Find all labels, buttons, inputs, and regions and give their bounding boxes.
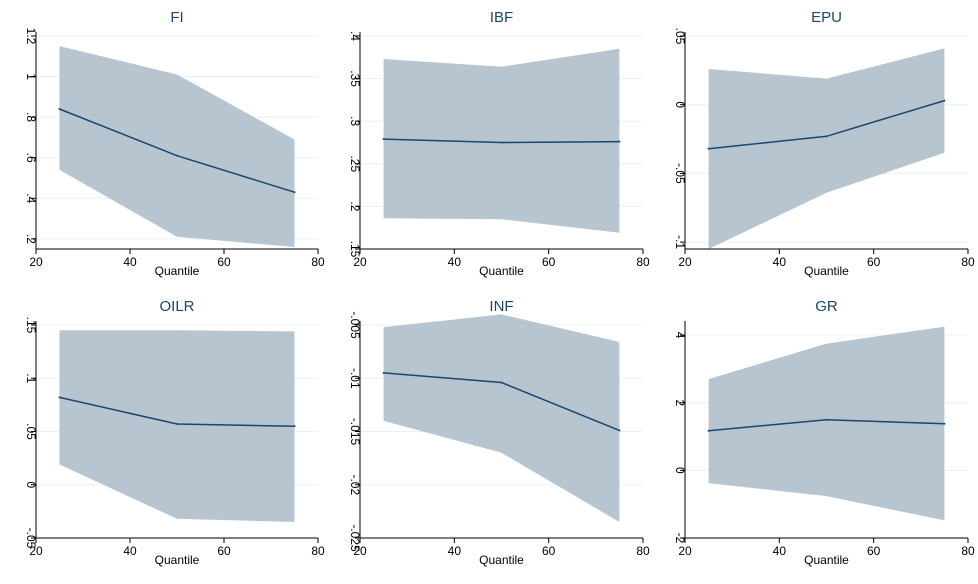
y-tick-label-gr-2: 2 <box>673 399 687 406</box>
y-tick-label-gr-0: -2 <box>673 533 687 544</box>
x-axis-title-oilr: Quantile <box>155 553 200 567</box>
estimate-point-fi-1 <box>176 154 178 157</box>
panel-oilr: -.05 0 .05 .1 .15 20 40 60 80 Quantile OILR <box>24 298 325 567</box>
panel-gr: -2 0 2 4 20 40 60 80 Quantile GR <box>673 298 975 567</box>
x-tick-label-epu-0: 20 <box>678 255 692 269</box>
x-tick-label-ibf-0: 20 <box>353 255 367 269</box>
y-tick-label-oilr-3: .1 <box>24 373 38 383</box>
panel-title-fi: FI <box>170 9 183 26</box>
x-tick-label-gr-1: 40 <box>773 544 787 558</box>
panel-title-epu: EPU <box>811 9 842 26</box>
y-tick-label-ibf-4: .35 <box>348 70 362 87</box>
ci-band-oilr <box>59 330 295 522</box>
estimate-point-inf-1 <box>500 381 503 384</box>
y-tick-label-fi-3: .8 <box>24 112 38 122</box>
y-tick-label-inf-3: -.01 <box>348 368 362 389</box>
y-tick-label-inf-2: -.015 <box>348 418 362 446</box>
x-tick-label-inf-2: 60 <box>542 544 556 558</box>
x-axis-title-epu: Quantile <box>804 264 849 278</box>
x-tick-label-oilr-3: 80 <box>311 544 325 558</box>
x-tick-label-ibf-3: 80 <box>636 255 650 269</box>
y-tick-label-epu-3: .05 <box>673 28 687 45</box>
x-tick-label-gr-0: 20 <box>678 544 692 558</box>
y-tick-label-oilr-0: -.05 <box>24 528 38 549</box>
y-tick-label-inf-1: -.02 <box>348 474 362 495</box>
x-tick-label-oilr-2: 60 <box>217 544 231 558</box>
x-tick-label-fi-3: 80 <box>311 255 325 269</box>
x-axis-title-ibf: Quantile <box>479 264 524 278</box>
estimate-point-epu-0 <box>707 147 710 150</box>
x-tick-label-fi-1: 40 <box>123 255 137 269</box>
estimate-point-gr-2 <box>943 422 946 425</box>
y-tick-label-gr-3: 4 <box>673 332 687 339</box>
x-tick-label-inf-3: 80 <box>636 544 650 558</box>
y-tick-label-ibf-5: .4 <box>348 31 362 41</box>
y-tick-label-ibf-1: .2 <box>348 201 362 211</box>
y-tick-label-fi-2: .6 <box>24 153 38 163</box>
estimate-point-ibf-2 <box>618 140 621 143</box>
y-tick-label-epu-0: -.1 <box>673 235 687 249</box>
x-tick-label-inf-1: 40 <box>448 544 462 558</box>
y-tick-label-ibf-3: .3 <box>348 116 362 126</box>
x-tick-label-inf-0: 20 <box>353 544 367 558</box>
x-tick-label-ibf-1: 40 <box>448 255 462 269</box>
x-tick-label-gr-3: 80 <box>961 544 975 558</box>
y-tick-label-oilr-1: 0 <box>24 481 38 488</box>
estimate-point-ibf-0 <box>382 138 385 141</box>
estimate-point-epu-2 <box>943 99 946 102</box>
x-tick-label-fi-2: 60 <box>217 255 231 269</box>
x-tick-label-epu-1: 40 <box>773 255 787 269</box>
y-tick-label-ibf-2: .25 <box>348 155 362 172</box>
estimate-point-gr-0 <box>707 429 710 432</box>
x-tick-label-oilr-0: 20 <box>29 544 43 558</box>
x-tick-label-epu-2: 60 <box>867 255 881 269</box>
y-tick-label-oilr-4: .15 <box>24 317 38 334</box>
y-tick-label-gr-1: 0 <box>673 467 687 474</box>
panel-title-inf: INF <box>489 298 513 315</box>
panel-ibf: .15 .2 .25 .3 .35 .4 20 40 60 80 Quantile IBF <box>348 9 650 278</box>
y-tick-label-epu-2: 0 <box>673 101 687 108</box>
estimate-point-ibf-1 <box>500 141 503 144</box>
x-axis-title-inf: Quantile <box>479 553 524 567</box>
ci-band-gr <box>708 326 945 521</box>
x-tick-label-fi-0: 20 <box>29 255 43 269</box>
estimate-point-inf-2 <box>618 429 621 432</box>
panel-inf: -.025 -.02 -.015 -.01 -.005 20 40 60 80 Quantile I… <box>348 298 650 567</box>
ci-band-epu <box>708 48 945 250</box>
panel-title-oilr: OILR <box>159 298 194 315</box>
x-tick-label-epu-3: 80 <box>961 255 975 269</box>
ci-band-inf <box>383 314 620 522</box>
estimate-point-fi-0 <box>58 108 61 111</box>
panel-epu: -.1 -.05 0 .05 20 40 60 80 Quantile EPU <box>673 9 975 278</box>
y-tick-label-epu-1: -.05 <box>673 163 687 184</box>
y-tick-label-fi-4: 1 <box>24 73 38 80</box>
x-axis-title-gr: Quantile <box>804 553 849 567</box>
panel-title-ibf: IBF <box>490 9 513 26</box>
x-tick-label-gr-2: 60 <box>867 544 881 558</box>
x-tick-label-ibf-2: 60 <box>542 255 556 269</box>
estimate-point-fi-2 <box>293 191 296 194</box>
y-tick-label-inf-4: -.005 <box>348 311 362 339</box>
y-tick-label-ibf-0: .15 <box>348 241 362 258</box>
y-tick-label-fi-1: .4 <box>24 193 38 203</box>
estimate-point-gr-1 <box>825 418 828 421</box>
panel-fi: .2 .4 .6 .8 1 1.2 20 40 60 80 Quantile FI <box>24 9 325 278</box>
y-tick-label-fi-0: .2 <box>24 234 38 244</box>
ci-band-ibf <box>383 48 620 233</box>
panel-title-gr: GR <box>815 298 838 315</box>
y-tick-label-fi-5: 1.2 <box>24 28 38 45</box>
y-tick-label-inf-0: -.025 <box>348 524 362 552</box>
ci-band-fi <box>59 46 295 247</box>
estimate-point-inf-0 <box>382 371 385 374</box>
y-tick-label-oilr-2: .05 <box>24 423 38 440</box>
estimate-point-oilr-0 <box>58 396 61 399</box>
estimate-point-oilr-2 <box>293 425 296 428</box>
x-tick-label-oilr-1: 40 <box>123 544 137 558</box>
estimate-point-oilr-1 <box>176 423 178 426</box>
estimate-point-epu-1 <box>825 135 828 138</box>
x-axis-title-fi: Quantile <box>155 264 200 278</box>
